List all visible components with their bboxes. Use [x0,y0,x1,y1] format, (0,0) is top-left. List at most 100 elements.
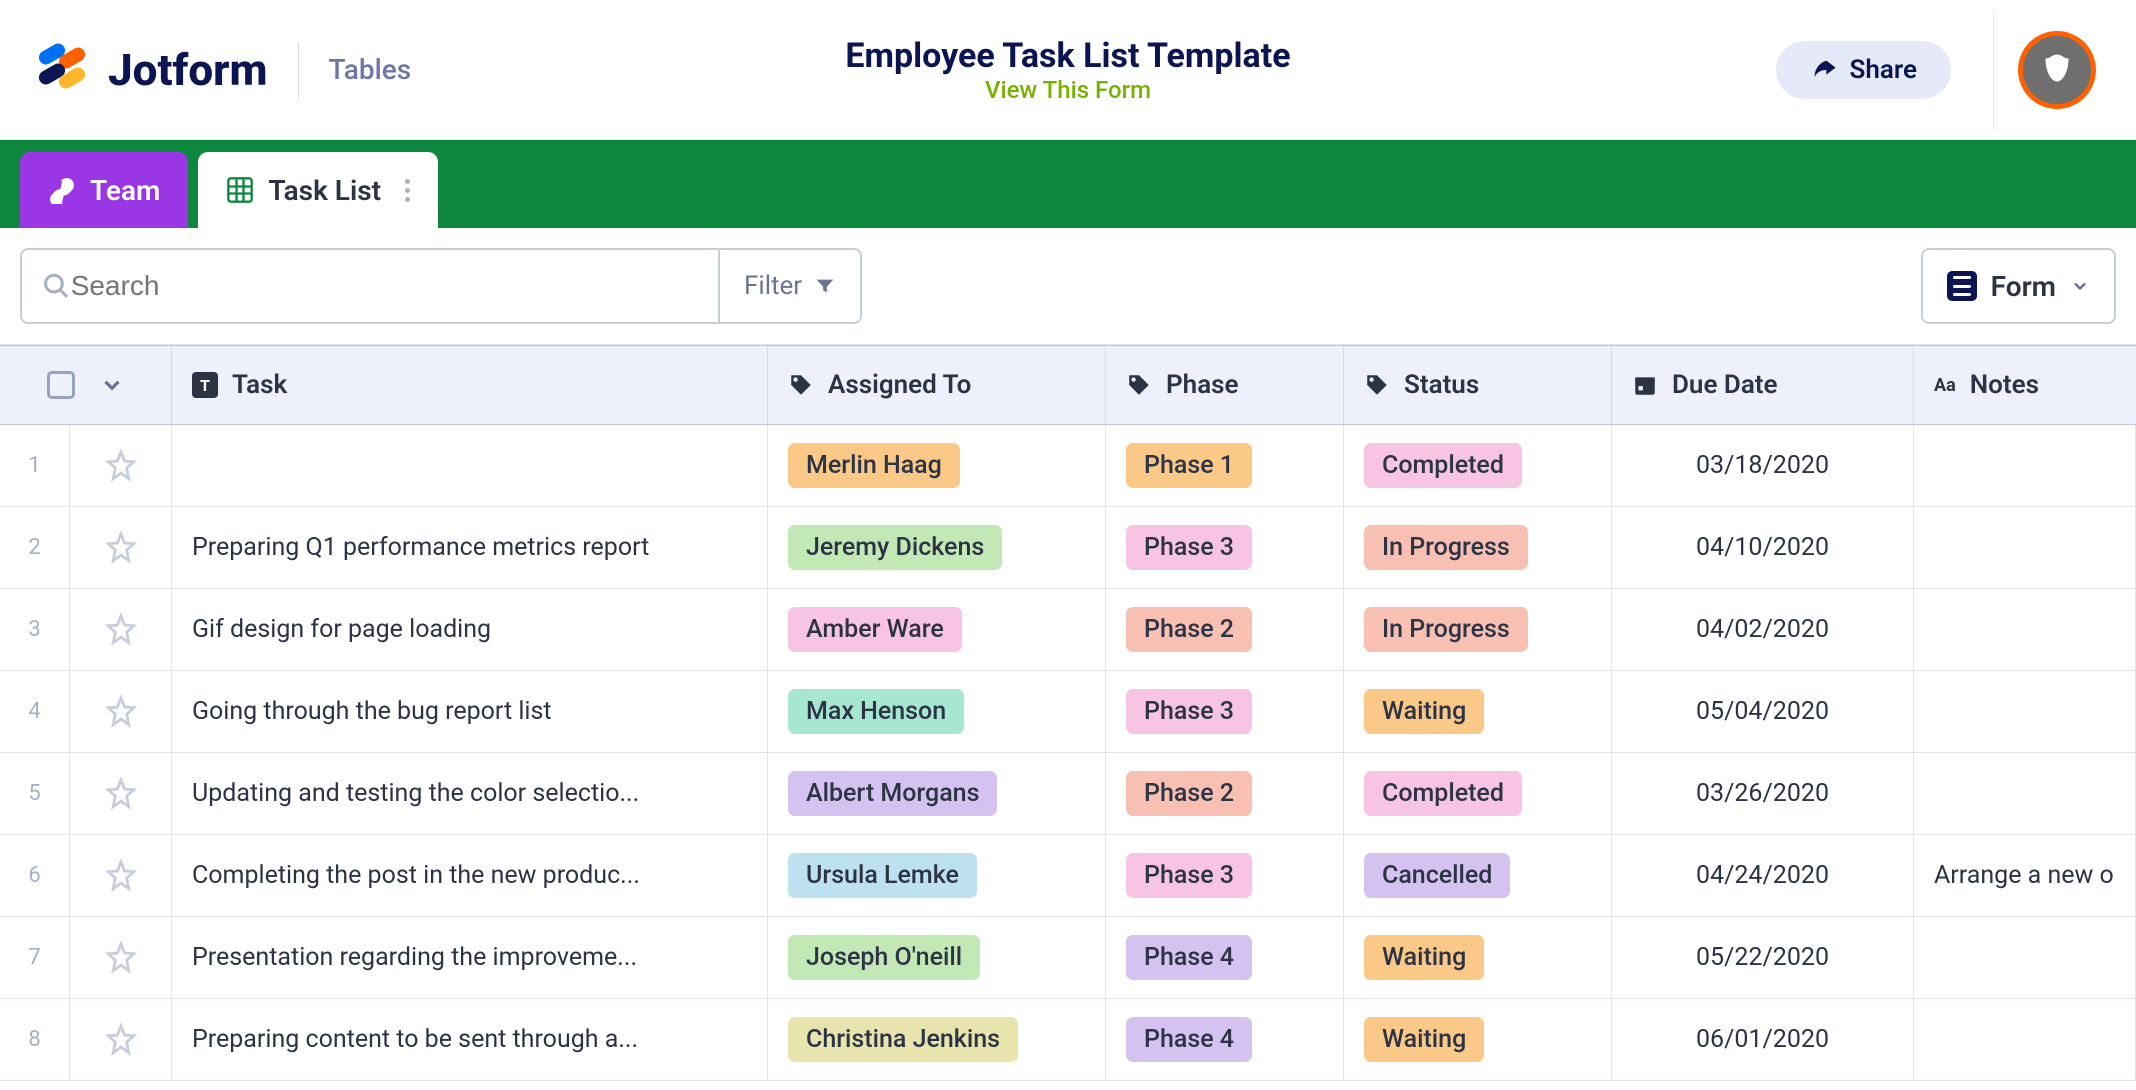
table-row[interactable]: 2 Preparing Q1 performance metrics report… [0,507,2136,589]
cell-phase[interactable]: Phase 4 [1106,917,1344,998]
chevron-down-icon [2070,276,2090,296]
col-phase[interactable]: Phase [1106,346,1344,424]
search-input-wrap[interactable] [20,248,720,324]
cell-task[interactable]: Gif design for page loading [172,589,768,670]
cell-phase[interactable]: Phase 2 [1106,589,1344,670]
cell-due[interactable]: 04/10/2020 [1612,507,1914,588]
cell-phase[interactable]: Phase 3 [1106,671,1344,752]
cell-status[interactable]: Waiting [1344,999,1612,1080]
col-notes[interactable]: AaNotes [1914,346,2136,424]
col-task[interactable]: TTask [172,346,768,424]
row-number: 1 [0,425,70,506]
assignee-tag: Merlin Haag [788,443,960,488]
cell-status[interactable]: Waiting [1344,671,1612,752]
search-input[interactable] [71,270,698,302]
tab-menu-icon[interactable] [405,179,410,202]
filter-button[interactable]: Filter [720,248,862,324]
star-button[interactable] [70,425,172,506]
table-row[interactable]: 8Preparing content to be sent through a.… [0,999,2136,1081]
row-number: 2 [0,507,70,588]
brand-logo[interactable]: Jotform [40,43,268,97]
tab-task-list[interactable]: Task List [198,152,438,228]
cell-phase[interactable]: Phase 1 [1106,425,1344,506]
table-row[interactable]: 5 Updating and testing the color selectio… [0,753,2136,835]
cell-status[interactable]: Completed [1344,425,1612,506]
cell-assigned[interactable]: Jeremy Dickens [768,507,1106,588]
cell-due[interactable]: 05/22/2020 [1612,917,1914,998]
cell-notes[interactable] [1914,507,2136,588]
table-header: TTask Assigned To Phase Status Due Date … [0,345,2136,425]
cell-task[interactable]: Updating and testing the color selectio.… [172,753,768,834]
section-label[interactable]: Tables [329,53,412,86]
table-row[interactable]: 4Going through the bug report listMax He… [0,671,2136,753]
cell-notes[interactable] [1914,753,2136,834]
table-row[interactable]: 7Presentation regarding the improveme...… [0,917,2136,999]
cell-notes[interactable]: Arrange a new o [1914,835,2136,916]
avatar-icon [2034,47,2080,93]
cell-status[interactable]: Completed [1344,753,1612,834]
cell-task[interactable]: Preparing content to be sent through a..… [172,999,768,1080]
select-all-checkbox[interactable] [47,371,75,399]
cell-due[interactable]: 04/24/2020 [1612,835,1914,916]
cell-notes[interactable] [1914,917,2136,998]
table-row[interactable]: 1 Merlin Haag Phase 1 Completed 03/18/2020 [0,425,2136,507]
cell-notes[interactable] [1914,999,2136,1080]
cell-assigned[interactable]: Joseph O'neill [768,917,1106,998]
star-button[interactable] [70,753,172,834]
cell-task[interactable]: Going through the bug report list [172,671,768,752]
cell-due[interactable]: 04/02/2020 [1612,589,1914,670]
cell-task[interactable]: Preparing Q1 performance metrics report [172,507,768,588]
cell-assigned[interactable]: Amber Ware [768,589,1106,670]
view-form-link[interactable]: View This Form [985,76,1151,104]
tab-team[interactable]: Team [20,152,188,228]
cell-assigned[interactable]: Merlin Haag [768,425,1106,506]
col-assigned[interactable]: Assigned To [768,346,1106,424]
chevron-down-icon[interactable] [99,372,125,398]
avatar[interactable] [2018,31,2096,109]
row-number: 5 [0,753,70,834]
col-due[interactable]: Due Date [1612,346,1914,424]
col-status[interactable]: Status [1344,346,1612,424]
status-tag: Completed [1364,443,1522,488]
cell-task[interactable] [172,425,768,506]
assignee-tag: Christina Jenkins [788,1017,1018,1062]
star-button[interactable] [70,671,172,752]
divider [1993,10,1994,130]
cell-task[interactable]: Presentation regarding the improveme... [172,917,768,998]
star-button[interactable] [70,999,172,1080]
cell-task[interactable]: Completing the post in the new produc... [172,835,768,916]
cell-notes[interactable] [1914,671,2136,752]
star-button[interactable] [70,589,172,670]
form-view-button[interactable]: Form [1921,248,2116,324]
cell-phase[interactable]: Phase 3 [1106,507,1344,588]
cell-status[interactable]: In Progress [1344,507,1612,588]
cell-status[interactable]: Cancelled [1344,835,1612,916]
cell-due[interactable]: 06/01/2020 [1612,999,1914,1080]
cell-phase[interactable]: Phase 3 [1106,835,1344,916]
star-button[interactable] [70,507,172,588]
cell-assigned[interactable]: Albert Morgans [768,753,1106,834]
cell-assigned[interactable]: Max Henson [768,671,1106,752]
jotform-icon [40,43,94,97]
table-row[interactable]: 6Completing the post in the new produc..… [0,835,2136,917]
cell-phase[interactable]: Phase 4 [1106,999,1344,1080]
star-button[interactable] [70,835,172,916]
table-row[interactable]: 3Gif design for page loadingAmber WarePh… [0,589,2136,671]
cell-status[interactable]: Waiting [1344,917,1612,998]
cell-notes[interactable] [1914,425,2136,506]
phase-tag: Phase 1 [1126,443,1252,488]
cell-status[interactable]: In Progress [1344,589,1612,670]
cell-due[interactable]: 03/26/2020 [1612,753,1914,834]
assignee-tag: Ursula Lemke [788,853,977,898]
share-button[interactable]: Share [1776,41,1951,99]
star-button[interactable] [70,917,172,998]
cell-assigned[interactable]: Christina Jenkins [768,999,1106,1080]
cell-due[interactable]: 03/18/2020 [1612,425,1914,506]
cell-due[interactable]: 05/04/2020 [1612,671,1914,752]
cell-notes[interactable] [1914,589,2136,670]
phase-tag: Phase 3 [1126,689,1252,734]
status-tag: In Progress [1364,607,1528,652]
cell-assigned[interactable]: Ursula Lemke [768,835,1106,916]
cell-phase[interactable]: Phase 2 [1106,753,1344,834]
tag-icon [1126,372,1152,398]
